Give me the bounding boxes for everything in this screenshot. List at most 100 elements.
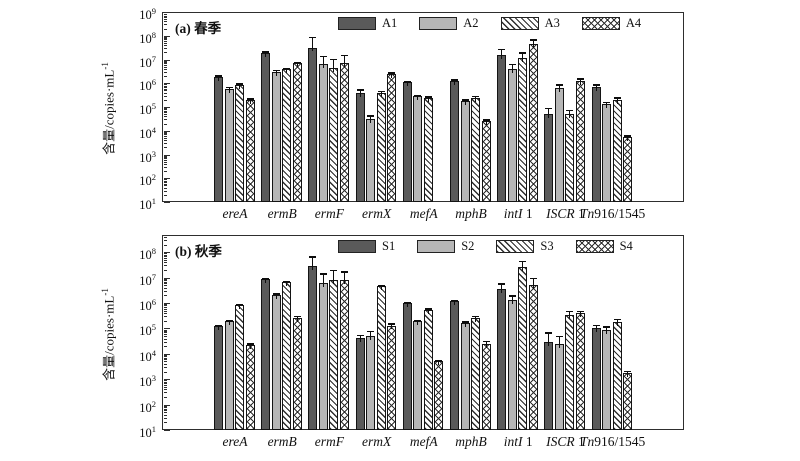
bar-S4-0: [245, 344, 255, 430]
y-tick-label: 108: [139, 29, 156, 46]
x-category-label-6: intI 1: [448, 206, 588, 222]
bar-S1-7: [544, 341, 554, 430]
y-minor-tick: [163, 190, 168, 192]
error-bar-cap: [340, 54, 348, 57]
legend-item-S1: S1: [338, 239, 395, 254]
y-minor-tick: [163, 92, 168, 94]
y-tick-label: 101: [139, 424, 156, 441]
y-minor-tick: [163, 316, 168, 318]
x-label-italic-part: Tn: [579, 206, 595, 221]
y-minor-tick: [163, 110, 168, 112]
x-label-roman-part: 1: [522, 206, 533, 221]
error-bar-cap: [424, 96, 432, 98]
y-tick-label: 103: [139, 148, 156, 165]
error-bar-cap: [555, 84, 563, 86]
y-minor-tick: [163, 383, 168, 385]
error-bar-cap: [319, 273, 327, 275]
error-bar-line: [501, 283, 503, 294]
y-major-tick: [163, 130, 171, 132]
error-bar-line: [475, 315, 476, 322]
x-category-label-1: ermB: [212, 206, 352, 222]
y-minor-tick: [163, 361, 168, 363]
x-label-italic-part: intI: [503, 434, 523, 449]
y-minor-tick: [163, 14, 168, 16]
error-bar-cap: [508, 63, 516, 66]
y-minor-tick: [163, 136, 168, 138]
x-category-label-0: ereA: [165, 206, 305, 222]
y-minor-tick: [163, 392, 168, 394]
error-bar-cap: [367, 115, 375, 117]
y-minor-tick: [163, 384, 168, 386]
y-minor-tick: [163, 381, 168, 383]
y-major-tick: [163, 83, 171, 85]
bar-S1-4: [402, 303, 412, 430]
y-minor-tick: [163, 76, 168, 78]
error-bar-line: [296, 61, 298, 68]
bar-S3-6: [518, 267, 528, 430]
bar-S4-6: [528, 285, 538, 430]
y-minor-tick: [163, 183, 168, 185]
x-label-italic-part: ermX: [361, 206, 392, 221]
y-minor-tick: [163, 171, 168, 173]
x-label-italic-part: ereA: [222, 434, 248, 449]
y-major-tick: [163, 154, 171, 156]
error-bar-line: [406, 81, 408, 87]
y-minor-tick: [163, 410, 168, 412]
y-minor-tick: [163, 389, 168, 391]
y-minor-tick: [163, 367, 168, 369]
legend-label: A1: [382, 16, 398, 30]
y-minor-tick: [163, 143, 168, 145]
error-bar-cap: [272, 293, 280, 295]
bar-S4-5: [481, 343, 491, 430]
y-minor-tick: [163, 166, 168, 168]
y-minor-tick: [163, 147, 168, 149]
error-bar-cap: [592, 84, 600, 86]
y-tick-label: 106: [139, 77, 156, 94]
legend-label: S4: [619, 239, 633, 253]
error-bar-line: [275, 70, 277, 76]
y-minor-tick: [163, 417, 168, 419]
y-minor-tick: [163, 109, 168, 111]
y-major-tick: [163, 404, 171, 406]
error-bar-cap: [272, 70, 280, 72]
x-label-italic-part: mefA: [409, 434, 438, 449]
y-minor-tick: [163, 60, 168, 62]
y-minor-tick: [163, 68, 168, 70]
error-bar-line: [579, 310, 581, 318]
y-minor-tick: [163, 269, 168, 271]
error-bar-line: [370, 330, 372, 341]
error-bar-line: [511, 295, 513, 305]
y-minor-tick: [163, 338, 168, 340]
y-major-tick: [163, 379, 171, 381]
error-bar-line: [312, 256, 314, 271]
error-bar-line: [595, 84, 597, 91]
error-bar-line: [548, 332, 550, 346]
y-minor-tick: [163, 306, 168, 308]
y-minor-tick: [163, 386, 168, 388]
y-major-tick: [163, 107, 171, 108]
y-minor-tick: [163, 422, 168, 424]
legend-label: S3: [540, 239, 554, 253]
x-label-roman-part: 1: [574, 434, 585, 449]
y-major-tick: [163, 277, 171, 279]
error-bar-cap: [283, 280, 291, 283]
error-bar-line: [485, 119, 487, 126]
error-bar-cap: [246, 98, 254, 100]
y-minor-tick: [163, 159, 168, 161]
error-bar-line: [343, 54, 345, 68]
legend-swatch-hatch-cross: [581, 17, 620, 30]
error-bar-line: [218, 325, 219, 331]
x-category-label-3: ermX: [307, 434, 447, 450]
error-bar-line: [438, 360, 440, 366]
y-minor-tick: [163, 86, 168, 88]
y-minor-tick: [163, 134, 168, 136]
y-minor-tick: [163, 158, 168, 160]
y-minor-tick: [163, 357, 168, 359]
bar-S1-3: [355, 337, 365, 430]
y-minor-tick: [163, 61, 168, 63]
y-minor-tick: [163, 42, 168, 44]
y-minor-tick: [163, 329, 168, 331]
legend-swatch-hatch-diagonal: [496, 240, 535, 253]
error-bar-line: [359, 334, 361, 342]
